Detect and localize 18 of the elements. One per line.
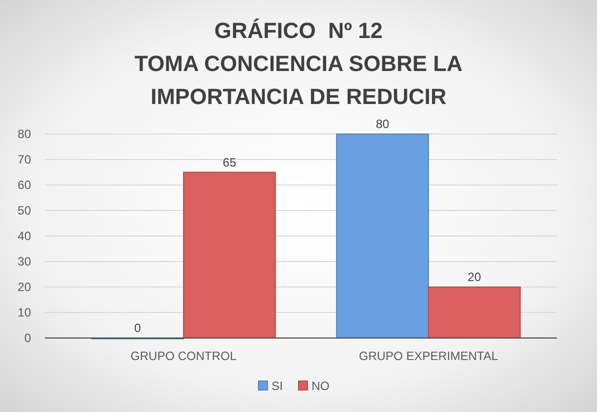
data-label: 65	[222, 155, 236, 170]
y-tick-label: 50	[18, 204, 32, 218]
y-tick-label: 70	[18, 152, 32, 166]
legend-label: SI	[272, 379, 283, 393]
y-tick-label: 0	[24, 331, 32, 345]
legend-label: NO	[312, 379, 330, 393]
x-tick-label: GRUPO EXPERIMENTAL	[358, 349, 498, 363]
data-label: 0	[134, 321, 142, 335]
y-tick-label: 40	[18, 229, 32, 243]
x-tick-label: GRUPO CONTROL	[130, 349, 237, 363]
y-tick-label: 30	[18, 254, 32, 268]
y-tick-label: 20	[18, 280, 32, 294]
y-tick-label: 60	[18, 178, 32, 192]
y-tick-label: 80	[18, 127, 32, 141]
y-tick-label: 10	[18, 306, 32, 320]
data-label: 80	[376, 117, 390, 131]
data-label: 20	[468, 270, 482, 284]
chart-title: GRÁFICO Nº 12 TOMA CONCIENCIA SOBRE LA IMPORTANCIA DE REDUCIR	[134, 18, 463, 109]
